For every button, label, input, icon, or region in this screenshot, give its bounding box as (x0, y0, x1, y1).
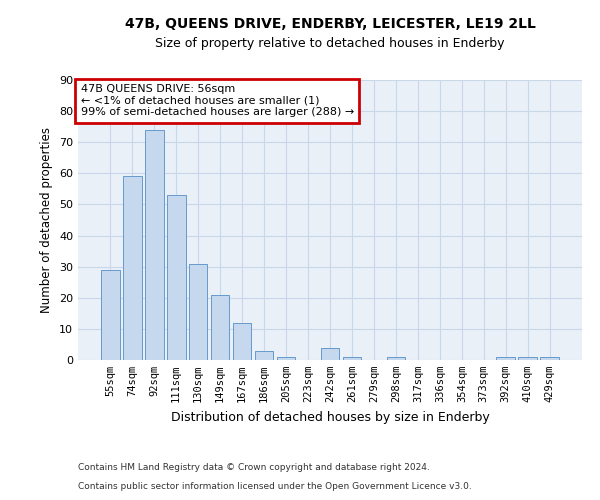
Bar (386, 357, 405, 360)
Bar (211, 294, 229, 360)
Bar (518, 357, 537, 360)
Bar (541, 357, 559, 360)
Y-axis label: Number of detached properties: Number of detached properties (40, 127, 53, 313)
Bar (277, 357, 295, 360)
Bar (145, 130, 164, 360)
Bar (343, 357, 361, 360)
Text: 47B QUEENS DRIVE: 56sqm
← <1% of detached houses are smaller (1)
99% of semi-det: 47B QUEENS DRIVE: 56sqm ← <1% of detache… (80, 84, 354, 117)
Bar (101, 270, 119, 360)
Bar (233, 322, 251, 360)
X-axis label: Distribution of detached houses by size in Enderby: Distribution of detached houses by size … (170, 410, 490, 424)
Bar (189, 264, 208, 360)
Text: 47B, QUEENS DRIVE, ENDERBY, LEICESTER, LE19 2LL: 47B, QUEENS DRIVE, ENDERBY, LEICESTER, L… (125, 18, 535, 32)
Text: Size of property relative to detached houses in Enderby: Size of property relative to detached ho… (155, 38, 505, 51)
Bar (255, 350, 274, 360)
Bar (496, 357, 515, 360)
Bar (320, 348, 340, 360)
Bar (167, 195, 185, 360)
Text: Contains public sector information licensed under the Open Government Licence v3: Contains public sector information licen… (78, 482, 472, 491)
Text: Contains HM Land Registry data © Crown copyright and database right 2024.: Contains HM Land Registry data © Crown c… (78, 464, 430, 472)
Bar (123, 176, 142, 360)
